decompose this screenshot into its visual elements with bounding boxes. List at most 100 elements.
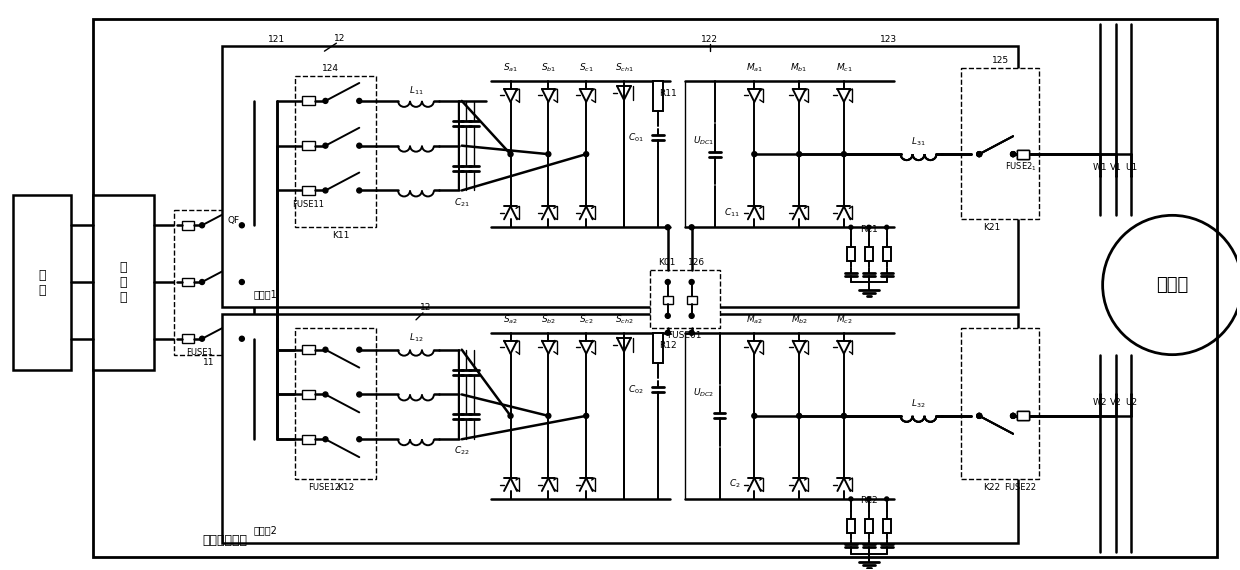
Text: K11: K11 <box>331 231 348 240</box>
Circle shape <box>796 152 801 157</box>
Text: W2: W2 <box>1092 398 1107 407</box>
Circle shape <box>867 225 870 229</box>
Bar <box>303 186 315 195</box>
Bar <box>303 345 315 354</box>
Bar <box>864 247 873 261</box>
Circle shape <box>666 279 671 284</box>
Circle shape <box>322 347 327 352</box>
Circle shape <box>977 152 982 157</box>
Circle shape <box>239 336 244 341</box>
Text: 变流器1: 变流器1 <box>254 289 278 299</box>
Text: $L_{32}$: $L_{32}$ <box>911 398 926 410</box>
Text: 123: 123 <box>880 35 898 44</box>
Circle shape <box>689 225 694 230</box>
Text: R11: R11 <box>658 89 677 99</box>
Text: QF: QF <box>228 216 241 225</box>
Text: RC1: RC1 <box>859 225 878 234</box>
Bar <box>12 196 71 369</box>
Text: $M_{c1}$: $M_{c1}$ <box>836 62 852 74</box>
Bar <box>883 247 890 261</box>
Circle shape <box>584 413 589 418</box>
Bar <box>847 247 854 261</box>
Circle shape <box>751 413 756 418</box>
Text: 变流器2: 变流器2 <box>254 525 278 535</box>
Text: $M_{b2}$: $M_{b2}$ <box>791 314 807 326</box>
Bar <box>182 334 195 343</box>
Circle shape <box>1011 413 1016 418</box>
Text: $U_{DC2}$: $U_{DC2}$ <box>693 386 714 399</box>
Circle shape <box>977 413 982 418</box>
Circle shape <box>508 152 513 157</box>
Circle shape <box>357 99 362 103</box>
Circle shape <box>977 152 982 157</box>
Bar <box>174 210 254 355</box>
Bar <box>1017 412 1029 420</box>
Bar <box>883 519 890 533</box>
Circle shape <box>689 314 694 318</box>
Text: $M_{a1}$: $M_{a1}$ <box>745 62 763 74</box>
Circle shape <box>1011 152 1016 157</box>
Circle shape <box>322 437 327 442</box>
Text: $L_{12}$: $L_{12}$ <box>409 332 423 344</box>
Text: $S_{c1}$: $S_{c1}$ <box>579 62 594 74</box>
Circle shape <box>322 99 327 103</box>
Circle shape <box>200 279 205 284</box>
Bar <box>1017 150 1029 158</box>
Text: W1: W1 <box>1092 163 1107 172</box>
Text: K22: K22 <box>983 483 1001 491</box>
Circle shape <box>546 152 551 157</box>
Circle shape <box>884 225 889 229</box>
Bar <box>303 96 315 105</box>
Text: $S_{b1}$: $S_{b1}$ <box>541 62 556 74</box>
Bar <box>303 390 315 399</box>
Bar <box>295 328 376 479</box>
Circle shape <box>322 392 327 397</box>
Text: 12: 12 <box>334 34 345 43</box>
Text: $S_{a2}$: $S_{a2}$ <box>503 314 518 326</box>
Bar <box>1017 412 1029 420</box>
Circle shape <box>1011 413 1016 418</box>
Text: 变
压
器: 变 压 器 <box>120 261 128 304</box>
Circle shape <box>666 314 671 318</box>
Text: 11: 11 <box>203 358 215 367</box>
Text: $M_{c2}$: $M_{c2}$ <box>836 314 852 326</box>
Bar <box>652 333 663 363</box>
Text: FUSE01: FUSE01 <box>667 331 702 340</box>
Circle shape <box>239 279 244 284</box>
Text: V1: V1 <box>1110 163 1121 172</box>
Bar <box>961 68 1039 219</box>
Circle shape <box>200 223 205 228</box>
Circle shape <box>884 497 889 501</box>
Circle shape <box>1011 152 1016 157</box>
Circle shape <box>842 413 847 418</box>
Bar <box>182 278 195 287</box>
Circle shape <box>357 347 362 352</box>
Bar <box>1017 150 1029 158</box>
Text: $C_{01}$: $C_{01}$ <box>629 132 644 144</box>
Text: K01: K01 <box>658 258 676 267</box>
Circle shape <box>867 497 870 501</box>
Circle shape <box>977 413 982 418</box>
Text: 122: 122 <box>701 35 718 44</box>
Text: $C_{22}$: $C_{22}$ <box>454 445 470 458</box>
Text: $M_{a2}$: $M_{a2}$ <box>745 314 763 326</box>
Text: FUSE22: FUSE22 <box>1004 483 1037 491</box>
Circle shape <box>689 279 694 284</box>
Text: 组合式变流器: 组合式变流器 <box>202 534 247 547</box>
Text: $S_{a1}$: $S_{a1}$ <box>503 62 518 74</box>
Circle shape <box>322 188 327 193</box>
Circle shape <box>357 437 362 442</box>
Text: 12: 12 <box>420 303 432 312</box>
Text: $S_{c2}$: $S_{c2}$ <box>579 314 594 326</box>
Bar <box>1017 150 1029 158</box>
Text: 124: 124 <box>322 64 339 72</box>
Text: K21: K21 <box>983 223 1001 232</box>
Text: RC2: RC2 <box>861 496 878 506</box>
Text: FUSE11: FUSE11 <box>293 200 325 209</box>
Text: U2: U2 <box>1126 398 1137 407</box>
Text: $S_{b2}$: $S_{b2}$ <box>541 314 556 326</box>
Circle shape <box>849 225 853 229</box>
Circle shape <box>977 413 982 418</box>
Text: U1: U1 <box>1126 163 1137 172</box>
Text: 发电机: 发电机 <box>1156 276 1188 294</box>
